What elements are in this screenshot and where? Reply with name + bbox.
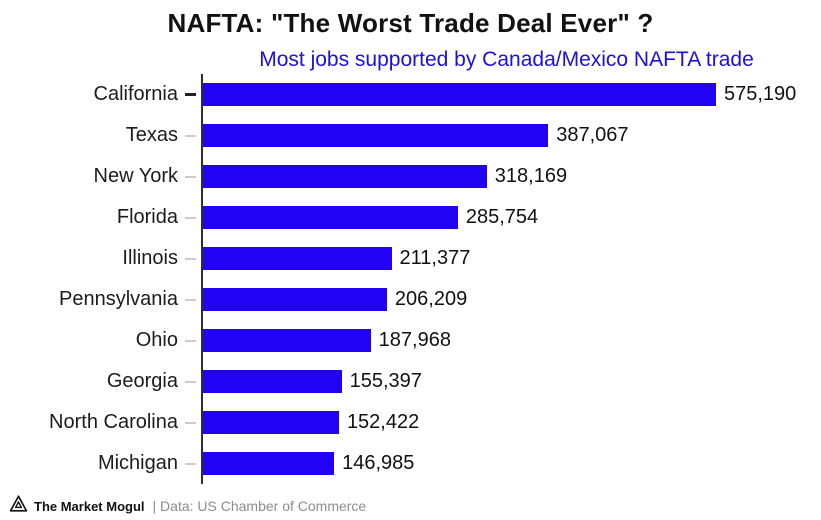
category-label: California xyxy=(93,83,178,105)
bar-row: Michigan 146,985 xyxy=(0,443,821,484)
category-label: New York xyxy=(93,165,179,187)
axis-tick xyxy=(185,339,196,342)
axis-tick xyxy=(185,257,196,260)
bar-rows: California 575,190 Texas 387,067 New York 318… xyxy=(0,74,821,484)
axis-tick xyxy=(185,134,196,137)
bar-row: Illinois 211,377 xyxy=(0,238,821,279)
footer-brand: The Market Mogul xyxy=(34,498,145,514)
footer: The Market Mogul | Data: US Chamber of C… xyxy=(9,494,366,518)
bar xyxy=(203,370,342,393)
bar xyxy=(203,452,335,475)
bar-zone: 285,754 xyxy=(201,197,821,238)
axis-tick xyxy=(185,462,196,465)
bar-zone: 575,190 xyxy=(201,74,821,115)
axis-tick xyxy=(185,93,196,96)
value-label: 211,377 xyxy=(399,247,471,269)
bar-zone: 206,209 xyxy=(201,279,821,320)
bar-zone: 155,397 xyxy=(201,361,821,402)
bar xyxy=(203,329,371,352)
bar xyxy=(203,83,716,106)
market-mogul-logo-icon xyxy=(9,494,28,518)
value-label: 318,169 xyxy=(494,165,568,187)
bar-zone: 187,968 xyxy=(201,320,821,361)
value-label: 187,968 xyxy=(378,329,451,351)
category-label: North Carolina xyxy=(49,411,178,433)
bar-zone: 152,422 xyxy=(201,402,821,443)
footer-data-source: | Data: US Chamber of Commerce xyxy=(152,498,367,514)
value-label: 146,985 xyxy=(342,452,415,474)
axis-tick xyxy=(185,175,196,178)
bar-chart-plot-area: California 575,190 Texas 387,067 New York 318… xyxy=(0,74,821,484)
category-label: Georgia xyxy=(106,370,178,392)
category-label: Pennsylvania xyxy=(59,288,178,310)
bar-row: California 575,190 xyxy=(0,74,821,115)
bar-zone: 387,067 xyxy=(201,115,821,156)
value-label: 575,190 xyxy=(724,83,797,105)
axis-tick xyxy=(185,421,196,424)
bar-zone: 146,985 xyxy=(201,443,821,484)
bar-row: Pennsylvania 206,209 xyxy=(0,279,821,320)
chart-title: NAFTA: "The Worst Trade Deal Ever" ? xyxy=(167,8,654,38)
bar-row: North Carolina 152,422 xyxy=(0,402,821,443)
bar-row: New York 318,169 xyxy=(0,156,821,197)
bar xyxy=(203,124,549,147)
value-label: 387,067 xyxy=(556,124,629,146)
category-label: Illinois xyxy=(122,247,178,269)
category-label: Florida xyxy=(116,206,178,228)
bar-zone: 211,377 xyxy=(201,238,821,279)
category-label: Michigan xyxy=(97,452,178,474)
value-label: 285,754 xyxy=(465,206,539,228)
bar-zone: 318,169 xyxy=(201,156,821,197)
bar xyxy=(203,247,392,270)
axis-tick xyxy=(185,298,196,301)
bar xyxy=(203,206,458,229)
axis-tick xyxy=(185,380,196,383)
bar-row: Texas 387,067 xyxy=(0,115,821,156)
bar-row: Ohio 187,968 xyxy=(0,320,821,361)
category-label: Texas xyxy=(125,124,178,146)
value-label: 152,422 xyxy=(346,411,420,433)
category-label: Ohio xyxy=(135,329,178,351)
bar xyxy=(203,165,487,188)
bar xyxy=(203,411,339,434)
value-label: 206,209 xyxy=(394,288,468,310)
bar-row: Georgia 155,397 xyxy=(0,361,821,402)
chart-subtitle: Most jobs supported by Canada/Mexico NAF… xyxy=(259,48,754,71)
axis-tick xyxy=(185,216,196,219)
value-label: 155,397 xyxy=(349,370,422,392)
bar xyxy=(203,288,387,311)
bar-row: Florida 285,754 xyxy=(0,197,821,238)
